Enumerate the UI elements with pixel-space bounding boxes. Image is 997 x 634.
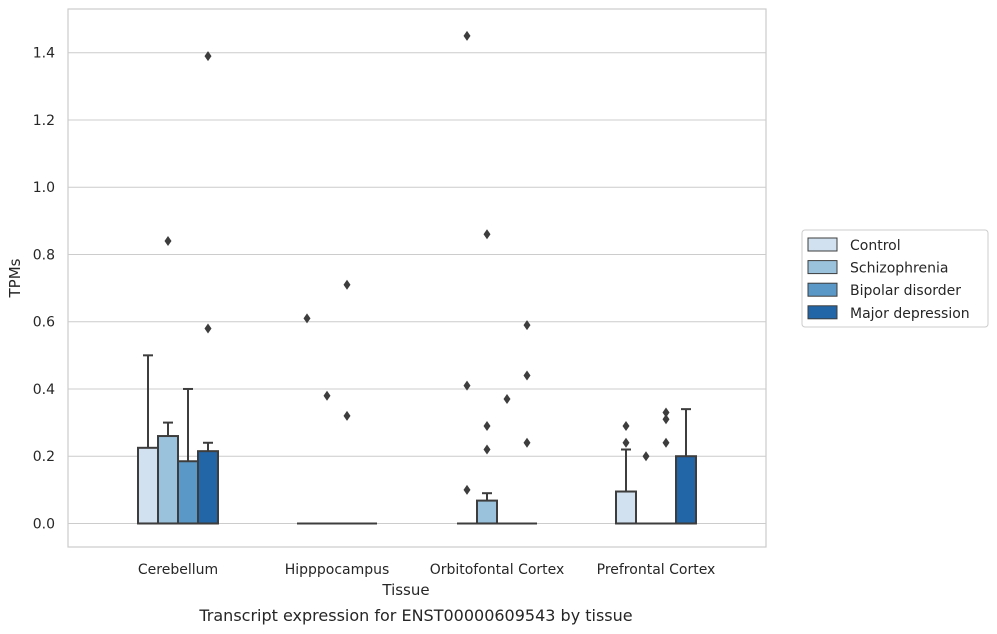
box-0-2 [177,387,199,525]
outlier-point [343,279,351,290]
legend-swatch [807,260,838,275]
outlier-point [662,414,670,425]
outlier-point [483,444,491,455]
outlier-point [204,323,212,334]
outlier-point [622,437,630,448]
y-tick-label: 0.2 [33,449,55,465]
y-axis-title: TPMs [6,258,24,298]
y-tick-label: 1.0 [33,180,55,196]
outlier-point [662,437,670,448]
box-2-2 [497,394,517,525]
outlier-point [343,410,351,421]
y-tick-label: 1.4 [33,46,55,62]
outlier-point [164,236,172,247]
outlier-point [523,370,531,381]
y-tick-label: 0.0 [33,516,55,532]
y-tick-label: 0.4 [33,382,55,398]
box-1-1 [317,390,337,525]
x-tick-label: Hipppocampus [285,562,390,578]
box-3-1 [636,451,656,525]
box-rect [675,455,697,525]
legend-swatch [807,237,838,252]
legend-swatch [807,282,838,297]
box-rect [137,446,159,525]
box-rect [615,490,637,525]
box-1-2 [337,279,357,525]
outlier-point [463,380,471,391]
box-rect [177,460,199,525]
x-tick-label: Orbitofontal Cortex [430,562,565,578]
box-3-3 [675,408,697,525]
outlier-point [483,229,491,240]
outlier-point [622,420,630,431]
outlier-point [323,390,331,401]
legend-label: Major depression [850,306,970,322]
outlier-point [463,484,471,495]
outlier-point [463,30,471,41]
chart-caption: Transcript expression for ENST0000060954… [199,606,633,625]
box-3-2 [656,407,676,525]
outlier-point [483,420,491,431]
outlier-point [642,451,650,462]
outlier-point [204,51,212,62]
legend-swatch [807,305,838,320]
y-tick-label: 0.6 [33,315,55,331]
box-0-3 [197,51,219,525]
y-tick-label: 1.2 [33,113,55,129]
legend-box [801,229,989,328]
box-2-1 [476,229,498,525]
box-0-1 [157,236,179,525]
box-3-0 [615,420,637,525]
x-tick-label: Cerebellum [138,562,218,578]
x-tick-label: Prefrontal Cortex [597,562,716,578]
box-2-0 [457,30,477,525]
box-rect [157,435,179,525]
outlier-point [523,437,531,448]
box-2-3 [517,320,537,525]
legend-label: Schizophrenia [850,261,948,277]
y-tick-label: 0.8 [33,247,55,263]
outlier-point [662,407,670,418]
outlier-point [503,394,511,405]
outlier-point [523,320,531,331]
outlier-point [303,313,311,324]
plot-frame [67,8,767,548]
x-axis-title: Tissue [381,581,429,599]
legend-label: Bipolar disorder [850,283,961,299]
legend-label: Control [850,238,901,254]
box-1-0 [297,313,317,525]
box-rect [476,499,498,525]
box-rect [197,450,219,525]
